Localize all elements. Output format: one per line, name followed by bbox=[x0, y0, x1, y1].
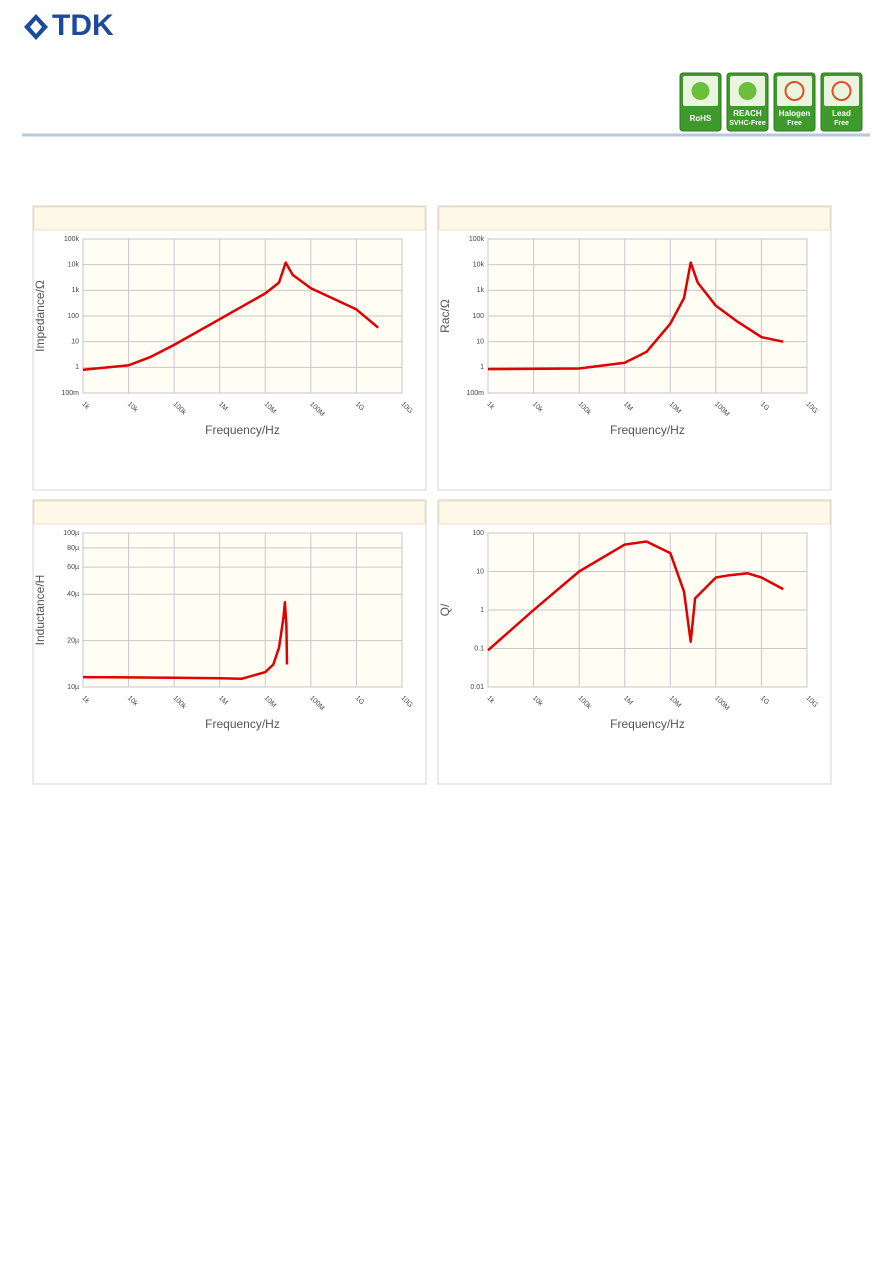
x-tick-label: 1G bbox=[759, 695, 771, 707]
y-tick-label: 10k bbox=[68, 262, 80, 269]
x-axis-label: Frequency/Hz bbox=[610, 717, 685, 731]
y-tick-label: 1 bbox=[75, 364, 79, 371]
badge-icon bbox=[831, 81, 852, 101]
badge-sublabel: Free bbox=[787, 120, 802, 127]
y-tick-label: 40µ bbox=[67, 591, 79, 598]
y-tick-label: 20µ bbox=[67, 637, 79, 644]
panel-header bbox=[438, 206, 831, 231]
y-tick-label: 100m bbox=[61, 390, 79, 397]
x-tick-label: 1G bbox=[354, 695, 366, 707]
x-tick-label: 1M bbox=[217, 695, 229, 707]
y-tick-label: 10 bbox=[71, 339, 79, 346]
badge-icon bbox=[738, 82, 757, 100]
y-axis-label: Inductance/H bbox=[33, 575, 47, 646]
y-tick-label: 10µ bbox=[67, 684, 79, 691]
y-tick-label: 100µ bbox=[63, 530, 79, 537]
y-tick-label: 1k bbox=[477, 287, 485, 294]
badge-icon-bg bbox=[824, 76, 859, 106]
badge-label: REACH bbox=[733, 109, 762, 118]
x-tick-label: 1k bbox=[485, 695, 496, 706]
y-tick-label: 10 bbox=[476, 339, 484, 346]
panel-header bbox=[438, 500, 831, 525]
y-tick-label: 100 bbox=[67, 313, 79, 320]
x-tick-label: 1M bbox=[622, 401, 634, 413]
x-tick-label: 1k bbox=[80, 401, 91, 412]
y-tick-label: 1 bbox=[480, 607, 484, 614]
badge-icon bbox=[784, 81, 805, 101]
y-axis-label: Rac/Ω bbox=[438, 299, 452, 333]
logo-icon bbox=[30, 20, 42, 34]
y-tick-label: 10 bbox=[476, 568, 484, 575]
badge-label: RoHS bbox=[690, 114, 712, 123]
x-tick-label: 1M bbox=[217, 401, 229, 413]
data-line bbox=[487, 261, 784, 371]
y-tick-label: 100m bbox=[466, 390, 484, 397]
y-tick-label: 100k bbox=[469, 236, 485, 243]
panel-header bbox=[33, 206, 426, 231]
badge-label: Halogen bbox=[779, 109, 811, 118]
badge-icon-bg bbox=[777, 76, 812, 106]
y-axis-label: Q/ bbox=[438, 603, 452, 616]
y-tick-label: 80µ bbox=[67, 545, 79, 552]
data-line bbox=[82, 261, 380, 372]
badge-sublabel: SVHC-Free bbox=[729, 120, 766, 127]
y-tick-label: 10k bbox=[473, 262, 485, 269]
x-axis-label: Frequency/Hz bbox=[610, 423, 685, 437]
y-tick-label: 100 bbox=[472, 530, 484, 537]
logo-text: TDK bbox=[52, 9, 114, 42]
x-tick-label: 1M bbox=[622, 695, 634, 707]
badge-label: Lead bbox=[832, 109, 851, 118]
x-axis-label: Frequency/Hz bbox=[205, 717, 280, 731]
x-tick-label: 1G bbox=[354, 401, 366, 413]
panel-header bbox=[33, 500, 426, 525]
x-tick-label: 1k bbox=[80, 695, 91, 706]
data-line bbox=[487, 540, 784, 652]
badge-icon bbox=[691, 82, 710, 100]
y-tick-label: 1 bbox=[480, 364, 484, 371]
y-tick-label: 100 bbox=[472, 313, 484, 320]
data-line bbox=[82, 601, 289, 681]
y-tick-label: 100k bbox=[64, 236, 80, 243]
x-axis-label: Frequency/Hz bbox=[205, 423, 280, 437]
y-tick-label: 1k bbox=[72, 287, 80, 294]
y-tick-label: 60µ bbox=[67, 564, 79, 571]
plot-area bbox=[82, 532, 403, 688]
y-axis-label: Impedance/Ω bbox=[33, 280, 47, 352]
badge-sublabel: Free bbox=[834, 120, 849, 127]
x-tick-label: 1k bbox=[485, 401, 496, 412]
logo: TDK bbox=[24, 9, 114, 42]
y-tick-label: 0.1 bbox=[474, 645, 484, 652]
x-tick-label: 1G bbox=[759, 401, 771, 413]
y-tick-label: 0.01 bbox=[470, 684, 484, 691]
